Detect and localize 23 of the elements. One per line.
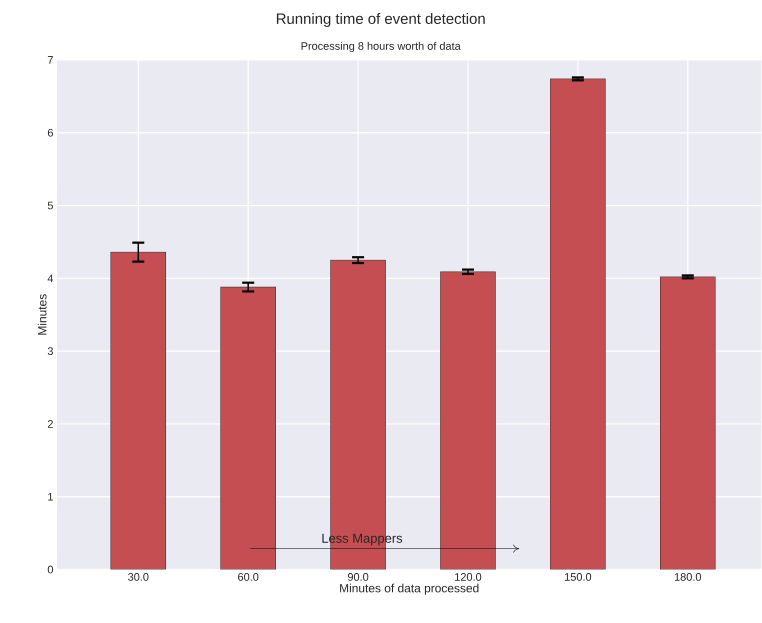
x-tick-label: 30.0 — [128, 572, 149, 581]
bar — [440, 271, 496, 570]
x-axis-title: Minutes of data processed — [340, 583, 478, 595]
y-tick-label: 5 — [48, 201, 53, 210]
x-tick-label: 60.0 — [238, 572, 258, 581]
y-tick-label: 7 — [48, 56, 53, 64]
bar — [220, 286, 276, 570]
x-tick-label: 120.0 — [455, 572, 482, 581]
y-tick-label: 1 — [48, 492, 53, 500]
x-tick-label: 90.0 — [348, 572, 368, 581]
x-tick-label: 150.0 — [565, 572, 592, 581]
x-tick-label: 180.0 — [674, 572, 702, 581]
bar — [550, 78, 606, 570]
bar — [110, 252, 166, 570]
chart-title: Running time of event detection — [276, 12, 485, 27]
y-axis-title: Minutes — [38, 294, 47, 334]
bar — [660, 276, 716, 570]
y-tick-label: 0 — [48, 565, 54, 574]
y-tick-label: 2 — [48, 420, 53, 428]
y-tick-label: 6 — [48, 128, 53, 136]
y-tick-label: 4 — [48, 274, 54, 282]
chart-subtitle: Processing 8 hours worth of data — [302, 42, 461, 52]
y-tick-label: 3 — [48, 347, 53, 355]
